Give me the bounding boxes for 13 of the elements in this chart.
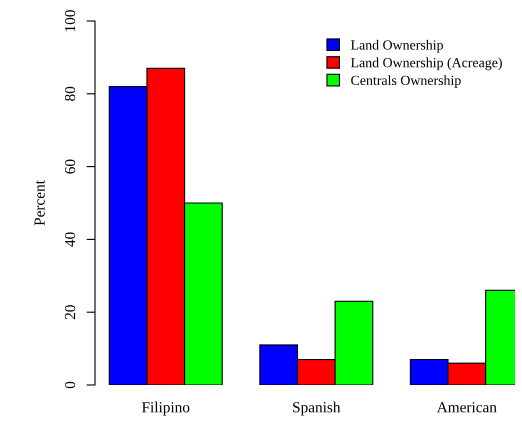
x-tick-label: Filipino (142, 402, 190, 416)
y-tick-label: 40 (64, 232, 76, 247)
y-tick-label: 100 (64, 10, 76, 32)
y-tick-label: 80 (64, 86, 76, 101)
legend-label: Land Ownership (350, 40, 443, 52)
x-tick-label: Spanish (293, 402, 340, 416)
legend-label: Land Ownership (Acreage) (350, 58, 502, 70)
y-axis-title: Percent (34, 180, 45, 226)
y-tick-label: 60 (64, 160, 76, 174)
y-tick-label: 0 (64, 382, 76, 388)
x-tick-label: American (436, 402, 497, 412)
y-tick-label: 20 (64, 305, 76, 320)
legend-label: Centrals Ownership (351, 75, 461, 88)
